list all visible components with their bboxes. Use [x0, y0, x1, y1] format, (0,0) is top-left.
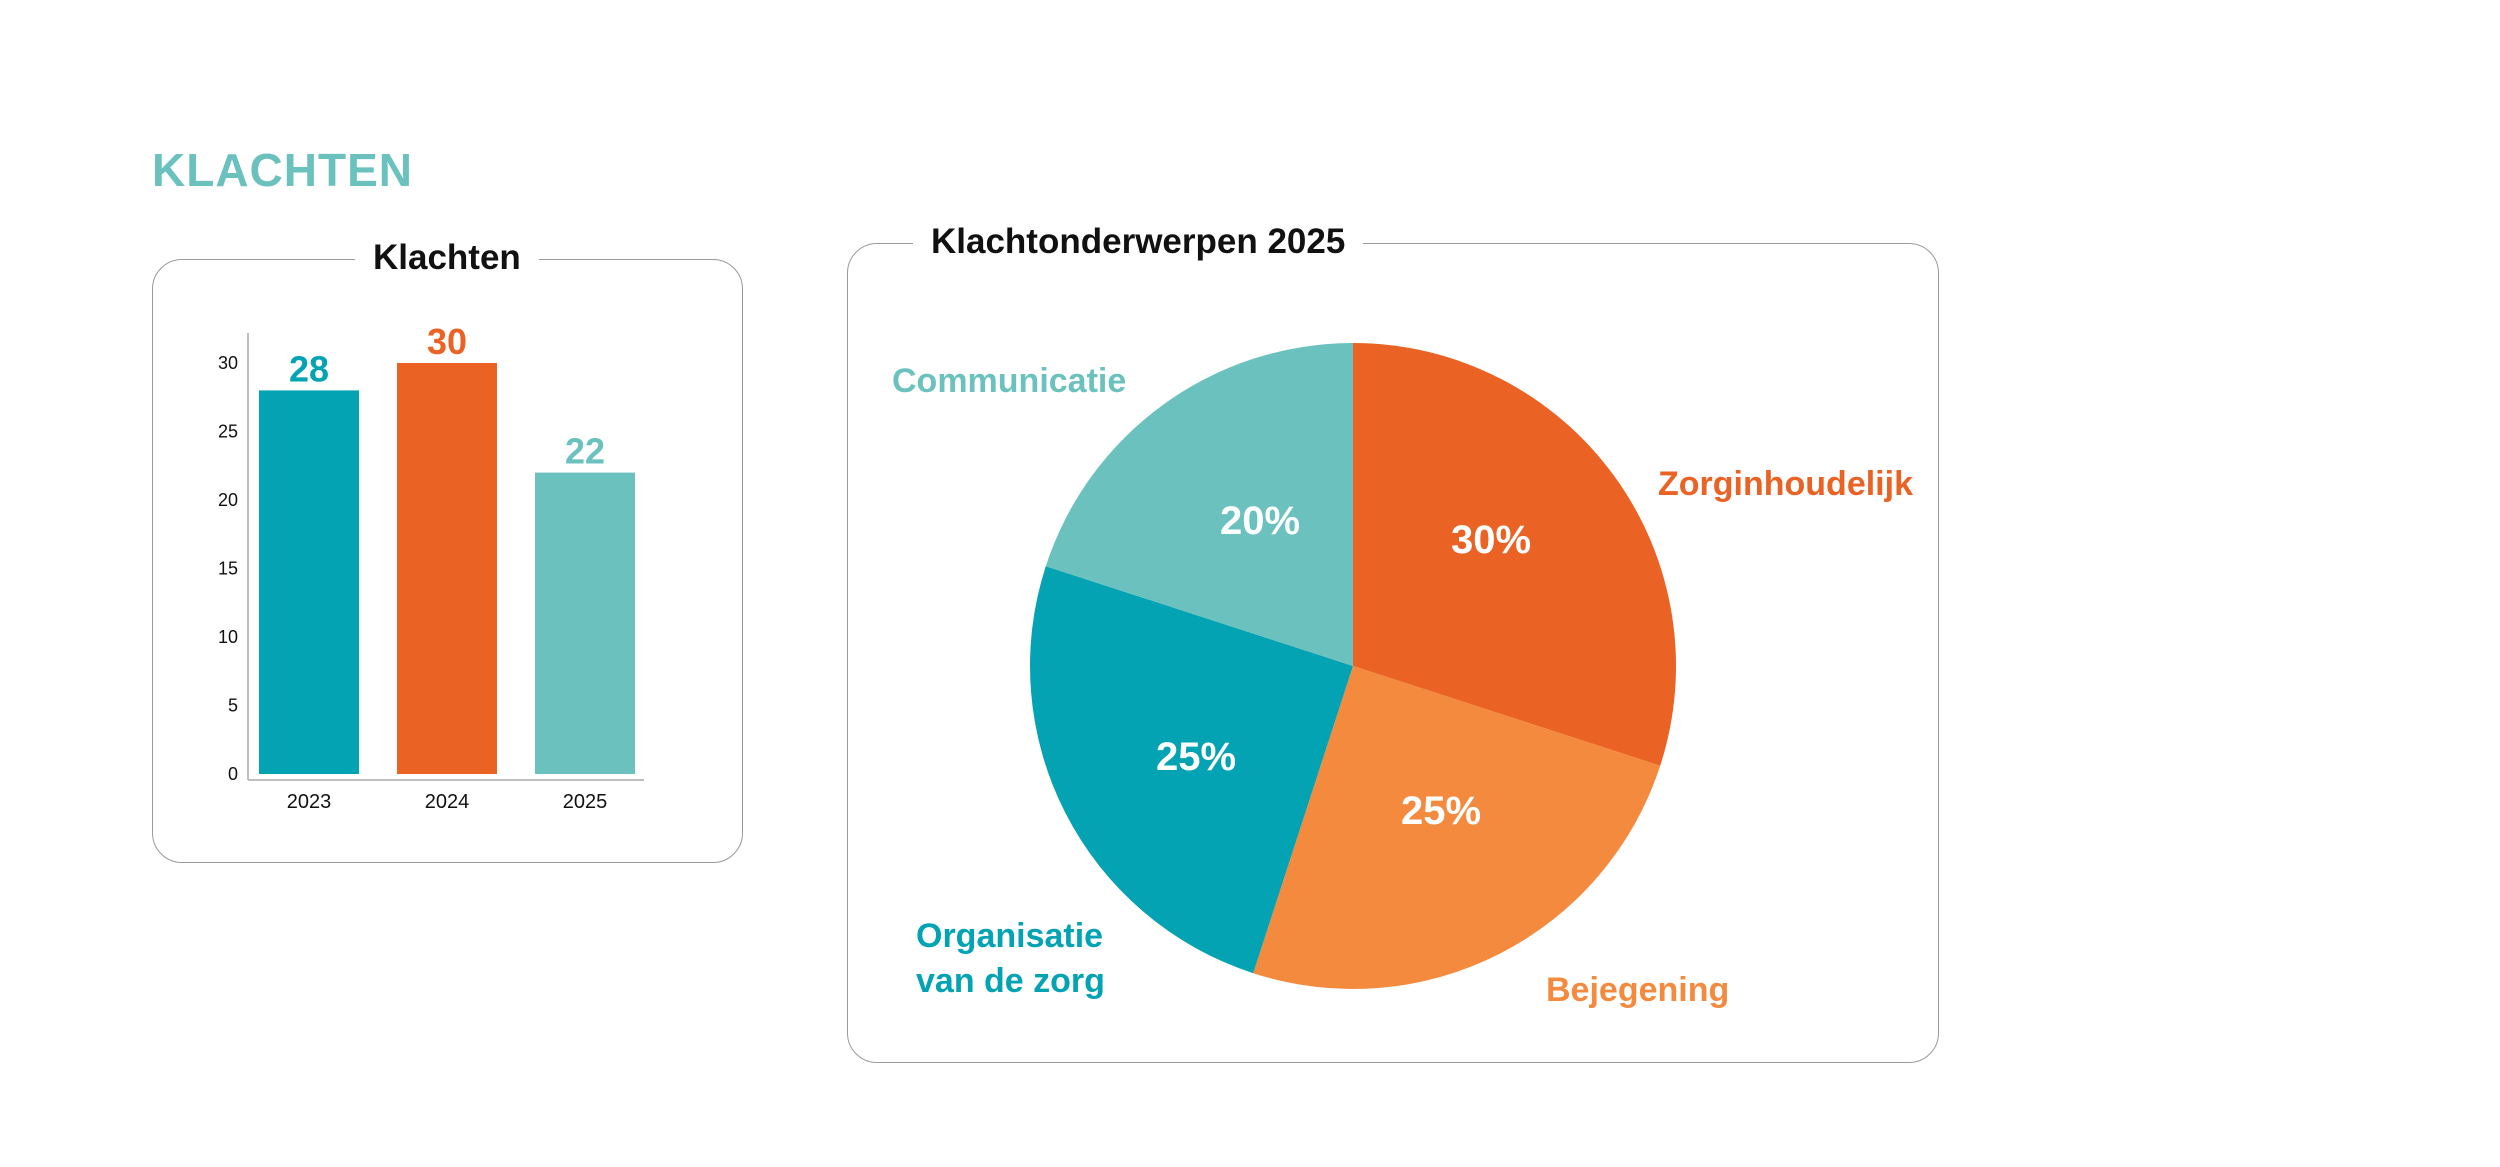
- pie-slice-label: Bejegening: [1546, 971, 1729, 1009]
- pie-slice: [1353, 343, 1676, 766]
- pie-percent-label: 20%: [1220, 499, 1300, 543]
- x-tick-label: 2025: [563, 791, 608, 813]
- pie-percent-label: 25%: [1156, 735, 1236, 779]
- pie-chart: 30% Zorginhoudelijk 25% Bejegening 25% Organi…: [892, 343, 1913, 1009]
- bar: [397, 363, 497, 774]
- bar-value-label: 28: [289, 348, 329, 389]
- bar-value-label: 22: [565, 431, 605, 472]
- bar: [259, 390, 359, 774]
- pie-percent-label: 30%: [1451, 518, 1531, 562]
- pie-slice: [1253, 666, 1661, 989]
- y-tick-label: 25: [218, 422, 238, 442]
- x-tick-label: 2023: [287, 791, 332, 813]
- bar: [535, 472, 635, 774]
- pie-slice: [1030, 566, 1353, 974]
- bar-value-label: 30: [427, 321, 467, 362]
- pie-slice-label: Communicatie: [892, 362, 1126, 400]
- bar-chart-title: Klachten: [355, 236, 539, 280]
- pie-percent-label: 25%: [1401, 789, 1481, 833]
- y-tick-label: 5: [228, 696, 238, 716]
- y-tick-label: 0: [228, 764, 238, 784]
- y-tick-label: 10: [218, 627, 238, 647]
- y-tick-label: 30: [218, 353, 238, 373]
- x-tick-label: 2024: [425, 791, 470, 813]
- page-heading: KLACHTEN: [152, 144, 413, 196]
- bar-chart-card: Klachten 0 5 10 15 20 25 30 28 2023 30 2024 22 2025: [152, 236, 743, 863]
- pie-slice-label: Zorginhoudelijk: [1658, 465, 1913, 503]
- y-tick-label: 20: [218, 490, 238, 510]
- pie-chart-card: Klachtonderwerpen 2025 30% Zorginhoudelij…: [847, 220, 1939, 1063]
- pie-chart-title: Klachtonderwerpen 2025: [913, 220, 1364, 264]
- pie-slice: [1045, 343, 1353, 666]
- y-tick-label: 15: [218, 559, 238, 579]
- pie-slice-label: Organisatie van de zorg: [916, 917, 1105, 1000]
